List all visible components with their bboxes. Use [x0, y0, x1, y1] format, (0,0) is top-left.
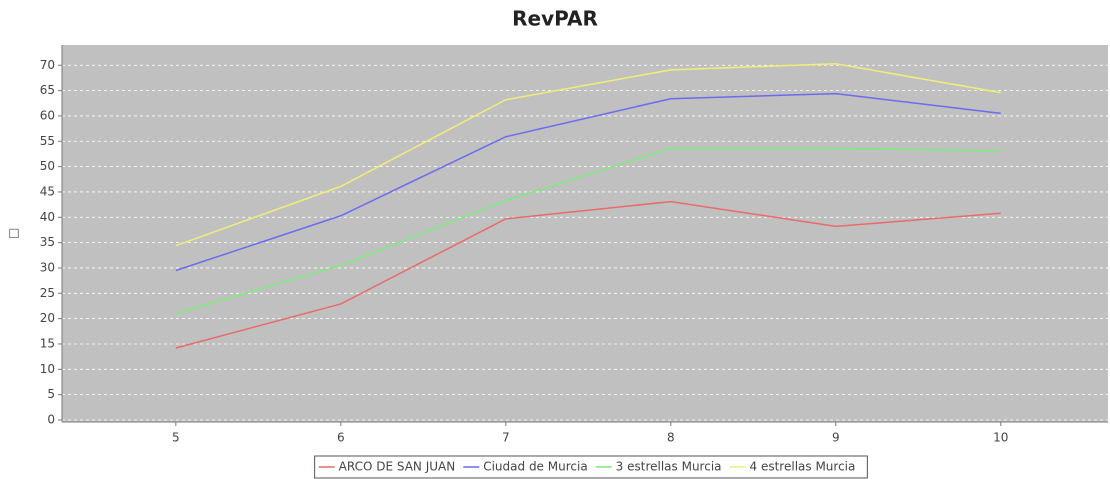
legend-label: Ciudad de Murcia — [483, 460, 587, 474]
y-axis-label: □ — [8, 226, 19, 240]
series-line — [175, 62, 1001, 247]
legend-item: ARCO DE SAN JUAN — [318, 460, 456, 474]
x-tick-label: 6 — [337, 431, 345, 445]
legend-item: 3 estrellas Murcia — [595, 460, 722, 474]
series-line — [175, 147, 1001, 315]
legend-label: 3 estrellas Murcia — [616, 460, 722, 474]
plot-area — [62, 45, 1108, 422]
y-tick-label: 65 — [40, 83, 55, 97]
y-tick-label: 15 — [40, 336, 55, 350]
legend: ARCO DE SAN JUAN Ciudad de Murcia 3 estrel… — [314, 455, 868, 479]
y-tick-label: 30 — [40, 260, 55, 274]
y-tick-label: 45 — [40, 184, 55, 198]
y-tick-label: 25 — [40, 286, 55, 300]
series-line — [175, 200, 1001, 349]
y-tick-label: 40 — [40, 210, 55, 224]
y-tick-label: 35 — [40, 235, 55, 249]
series-line — [175, 92, 1001, 272]
legend-label: 4 estrellas Murcia — [750, 460, 856, 474]
x-tick-label: 8 — [667, 431, 675, 445]
chart-title: RevPAR — [512, 7, 598, 31]
y-tick-label: 5 — [47, 387, 55, 401]
y-tick-label: 50 — [40, 159, 55, 173]
x-tick-label: 7 — [502, 431, 510, 445]
y-tick-label: 0 — [47, 412, 55, 426]
legend-item: 4 estrellas Murcia — [729, 460, 856, 474]
legend-label: ARCO DE SAN JUAN — [339, 460, 456, 474]
y-tick-label: 20 — [40, 311, 55, 325]
x-tick-label: 10 — [993, 431, 1008, 445]
x-tick-label: 5 — [172, 431, 180, 445]
legend-item: Ciudad de Murcia — [463, 460, 588, 474]
y-tick-label: 55 — [40, 134, 55, 148]
y-tick-label: 10 — [40, 362, 55, 376]
legend-box — [314, 455, 868, 479]
x-tick-label: 9 — [832, 431, 840, 445]
y-tick-label: 60 — [40, 108, 55, 122]
y-tick-label: 70 — [40, 58, 55, 72]
